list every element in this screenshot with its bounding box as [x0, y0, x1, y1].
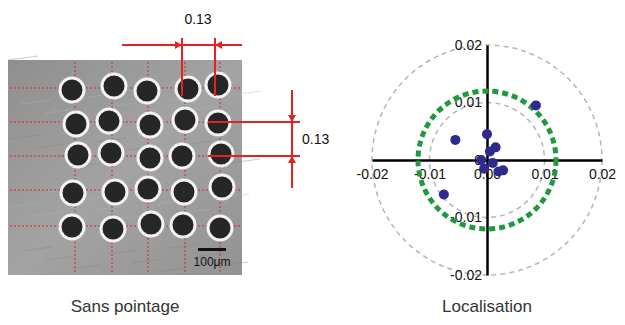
texture-streak [46, 256, 76, 260]
extension-line [214, 38, 216, 96]
extension-line [181, 38, 183, 96]
texture-streak [10, 135, 40, 139]
hole [99, 141, 123, 165]
point [531, 100, 541, 110]
dimension-label: 0.13 [302, 131, 329, 147]
plot-area [418, 91, 556, 229]
hole [139, 212, 163, 236]
micrograph-panel: 100μm [8, 56, 261, 275]
point [450, 135, 460, 145]
tick: 0.02 [589, 160, 616, 182]
reference-line [10, 156, 240, 157]
texture-streak [8, 56, 38, 60]
texture-streak [21, 100, 51, 104]
hole [102, 74, 126, 98]
grid-circle [372, 45, 602, 275]
arrow-head [215, 41, 222, 49]
hole [101, 217, 125, 241]
tick: -0.02 [357, 160, 389, 182]
dimension-lines: 0.13 0.13 [122, 11, 329, 188]
texture-streak [132, 259, 162, 263]
reference-grid [10, 62, 240, 273]
hole [172, 180, 196, 204]
texture-streak [193, 106, 223, 110]
scale-bar [198, 248, 226, 251]
hole [66, 143, 90, 167]
tolerance-circle [418, 91, 556, 229]
hole [208, 216, 232, 240]
point [488, 158, 498, 168]
point [482, 129, 492, 139]
hole [170, 144, 194, 168]
hole [138, 113, 162, 137]
point [439, 190, 449, 200]
tick: 0.02 [455, 37, 487, 53]
hole [176, 77, 200, 101]
point [491, 142, 501, 152]
hole [135, 79, 159, 103]
holes [60, 73, 234, 241]
y-axis: -0.02-0.0100.010.02 [450, 37, 487, 283]
figure: 100μm0.130.13Sans pointage-0.02-0.010.00… [0, 0, 625, 325]
texture-streak [34, 144, 64, 148]
scale-bar-label: 100μm [194, 255, 231, 269]
tick: -0.02 [450, 267, 487, 283]
point [476, 155, 486, 165]
dimension-label: 0.13 [184, 11, 211, 27]
texture-streak [95, 206, 125, 210]
tick-label: -0.02 [450, 267, 482, 283]
point [479, 164, 489, 174]
dimension-line [291, 90, 293, 188]
arrow-head [175, 41, 182, 49]
extension-line [208, 121, 300, 123]
hole [136, 177, 160, 201]
texture-streak [231, 91, 261, 95]
point [498, 165, 508, 175]
tick-label: -0.02 [357, 166, 389, 182]
hole [61, 181, 85, 205]
hole [138, 146, 162, 170]
tick-label: 0.02 [589, 166, 616, 182]
hole [209, 142, 233, 166]
hole [173, 108, 197, 132]
tick: 0.01 [455, 94, 487, 110]
hole [97, 109, 121, 133]
texture-streak [230, 159, 260, 163]
tick-label: 0.02 [455, 37, 482, 53]
photo-background [8, 60, 242, 275]
texture-streak [156, 268, 186, 272]
arrow-head [288, 156, 296, 163]
hole [171, 213, 195, 237]
hole [60, 78, 84, 102]
photo-texture [8, 56, 261, 272]
hole [64, 112, 88, 136]
hole [210, 175, 234, 199]
texture-streak [22, 247, 52, 251]
arrow-head [288, 115, 296, 122]
caption: Sans pointage [71, 297, 180, 316]
hole [60, 215, 84, 239]
chart-title: Localisation [442, 297, 532, 316]
hole [206, 73, 230, 97]
scatter-chart: -0.02-0.010.000.010.02-0.02-0.0100.010.0… [357, 37, 617, 283]
grid [372, 45, 602, 275]
extension-line [208, 155, 300, 157]
texture-streak [9, 203, 39, 207]
hole [103, 180, 127, 204]
texture-streak [33, 212, 63, 216]
